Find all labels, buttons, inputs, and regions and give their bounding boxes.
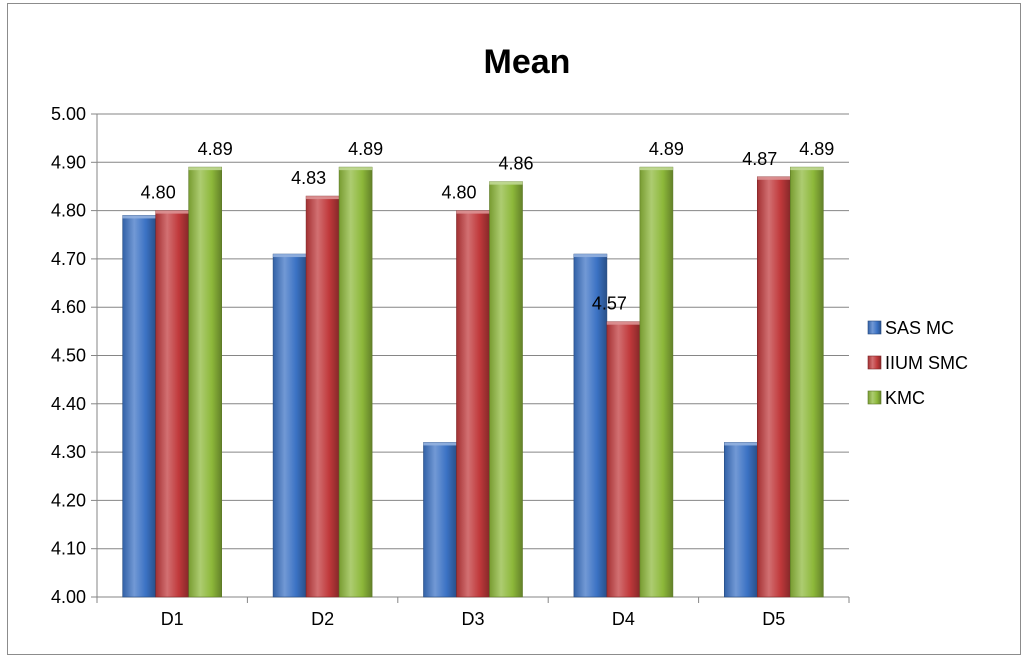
bar-d2-series-2 [305, 195, 340, 598]
y-tick-label: 5.00 [51, 104, 86, 124]
y-tick-label: 4.30 [51, 442, 86, 462]
y-tick-label: 4.40 [51, 394, 86, 414]
legend-label: KMC [885, 388, 925, 408]
bar-top-highlight [423, 442, 457, 446]
bar-d2-series-3 [338, 166, 373, 598]
bar-d1-series-2 [155, 210, 189, 598]
bar-d3-series-2 [456, 210, 490, 598]
data-labels: 4.80 4.89 4.83 4.89 4.80 4.86 4.57 4.89 4.87 4.89 [141, 139, 835, 314]
bar-d1-series-3 [188, 166, 222, 598]
y-tick-label: 4.10 [51, 539, 86, 559]
bar-top-highlight [188, 167, 222, 171]
bar-top-highlight [724, 442, 758, 446]
legend-label: SAS MC [885, 318, 954, 338]
y-tick-label: 4.20 [51, 490, 86, 510]
legend-swatch [867, 320, 882, 335]
y-tick-label: 4.70 [51, 249, 86, 269]
bar-d5-series-2 [756, 176, 791, 598]
y-tick-label: 4.50 [51, 346, 86, 366]
data-label: 4.80 [441, 183, 476, 203]
data-label: 4.57 [592, 294, 627, 314]
legend-label: IIUM SMC [885, 353, 968, 373]
bar-top-highlight [639, 167, 673, 171]
x-tick-label: D1 [161, 609, 184, 629]
data-label: 4.87 [742, 149, 777, 169]
bar-top-highlight [489, 181, 523, 185]
bar-d1-series-1 [122, 215, 156, 598]
bar-top-highlight [757, 176, 791, 180]
bar-top-highlight [122, 215, 156, 219]
bar-d3-series-1 [423, 442, 457, 598]
bar-top-highlight [339, 167, 373, 171]
data-label: 4.89 [198, 139, 233, 159]
bars [122, 166, 824, 598]
bar-top-highlight [306, 196, 340, 200]
y-tick-label: 4.80 [51, 201, 86, 221]
chart-title: Mean [484, 43, 571, 81]
axes: 4.00 4.10 4.20 4.30 4.40 4.50 4.60 4.70 4.80 4.90… [51, 104, 850, 629]
x-tick-label: D3 [461, 609, 484, 629]
bar-top-highlight [790, 167, 824, 171]
bar-d4-series-2 [606, 321, 641, 598]
legend-swatch [867, 390, 882, 405]
data-label: 4.89 [348, 139, 383, 159]
x-tick-label: D4 [612, 609, 635, 629]
bar-top-highlight [273, 254, 307, 258]
data-label: 4.89 [799, 139, 834, 159]
data-label: 4.83 [291, 168, 326, 188]
bar-top-highlight [155, 210, 189, 214]
x-tick-label: D5 [762, 609, 785, 629]
data-label: 4.86 [498, 154, 533, 174]
legend: SAS MC IIUM SMC KMC [867, 318, 968, 408]
y-tick-label: 4.00 [51, 587, 86, 607]
legend-swatch [867, 355, 882, 370]
bar-d2-series-1 [272, 253, 307, 598]
bar-d5-series-3 [789, 166, 824, 598]
y-tick-label: 4.90 [51, 152, 86, 172]
bar-top-highlight [573, 254, 607, 258]
bar-chart: Mean 4.00 4.10 4.20 4.30 4.40 4.50 4.60 4.70 4.8… [51, 43, 968, 629]
bar-top-highlight [606, 321, 640, 325]
bar-d5-series-1 [723, 442, 758, 598]
bar-d3-series-3 [489, 181, 523, 598]
data-label: 4.89 [649, 139, 684, 159]
chart-frame: Mean 4.00 4.10 4.20 4.30 4.40 4.50 4.60 4.70 4.8… [7, 3, 1021, 655]
bar-d4-series-3 [639, 166, 674, 598]
data-label: 4.80 [141, 183, 176, 203]
bar-top-highlight [456, 210, 490, 214]
x-tick-label: D2 [311, 609, 334, 629]
y-tick-label: 4.60 [51, 297, 86, 317]
